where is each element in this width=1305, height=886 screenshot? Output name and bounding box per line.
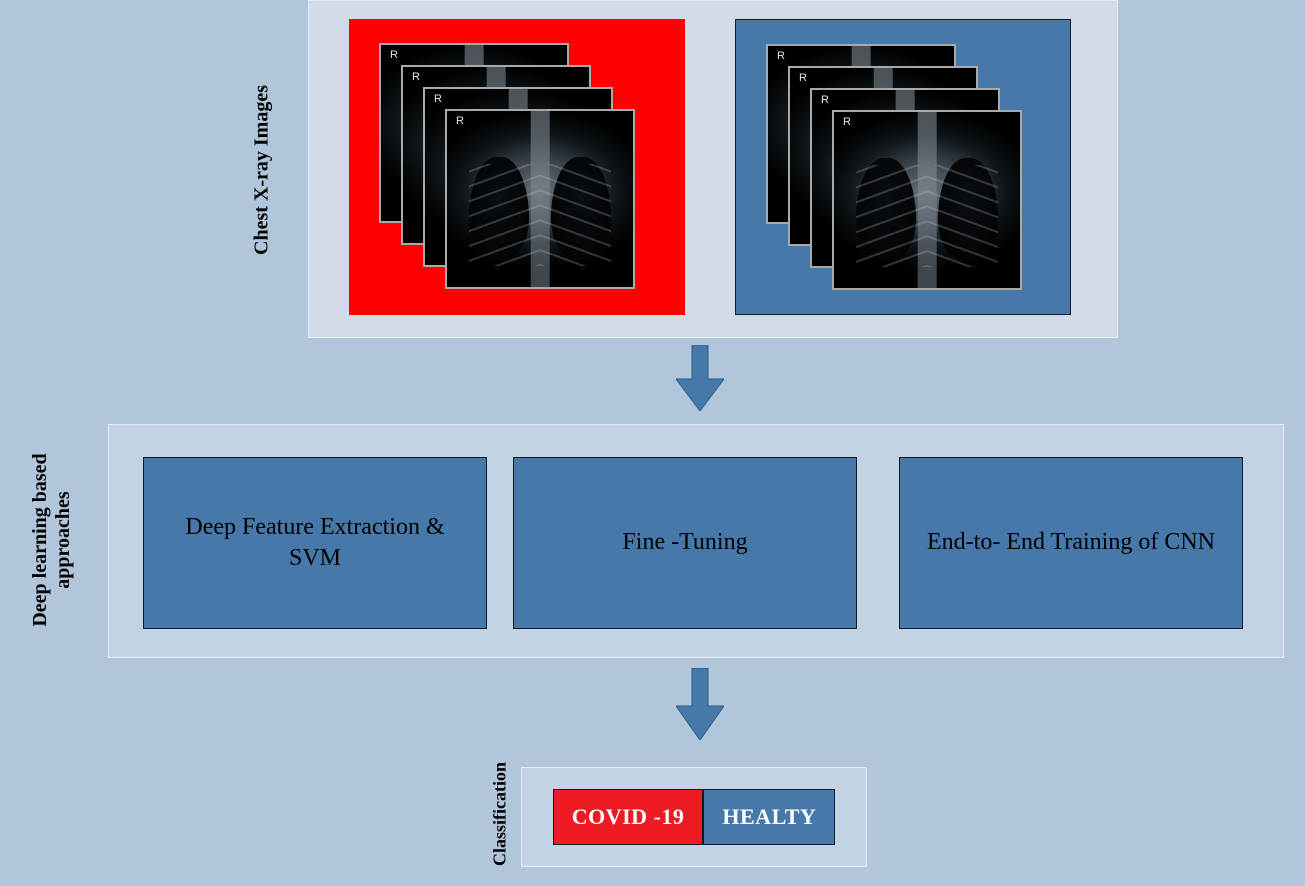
panel-deep-learning-approaches: Deep Feature Extraction & SVM Fine -Tuni… <box>108 424 1284 658</box>
class-box-healty-label: HEALTY <box>722 804 816 830</box>
approach-deep-feature-svm-label: Deep Feature Extraction & SVM <box>162 512 468 574</box>
xray-side-marker: R <box>796 72 810 84</box>
label-deep-learning-text: Deep learning basedapproaches <box>29 453 75 626</box>
approach-deep-feature-svm: Deep Feature Extraction & SVM <box>143 457 487 629</box>
xray-side-marker: R <box>431 93 445 105</box>
class-box-healty: HEALTY <box>703 789 835 845</box>
arrow-top-to-mid <box>676 345 724 411</box>
xray-image: R <box>445 109 635 289</box>
xray-group-covid: RRRR <box>349 19 685 315</box>
approach-fine-tuning-label: Fine -Tuning <box>622 527 747 558</box>
xray-side-marker: R <box>774 50 788 62</box>
xray-side-marker: R <box>453 115 467 127</box>
xray-side-marker: R <box>818 94 832 106</box>
class-box-covid: COVID -19 <box>553 789 704 845</box>
approach-fine-tuning: Fine -Tuning <box>513 457 857 629</box>
xray-side-marker: R <box>840 116 854 128</box>
xray-image: R <box>832 110 1022 290</box>
class-box-covid-label: COVID -19 <box>572 804 685 830</box>
panel-chest-xray-images: RRRR RRRR <box>308 0 1118 338</box>
label-chest-xray-text: Chest X-ray Images <box>251 85 274 255</box>
xray-side-marker: R <box>409 71 423 83</box>
panel-classification: COVID -19 HEALTY <box>521 767 867 867</box>
label-classification-text: Classification <box>490 762 511 866</box>
arrow-mid-to-bottom <box>676 668 724 740</box>
xray-side-marker: R <box>387 49 401 61</box>
approach-end-to-end-cnn-label: End-to- End Training of CNN <box>927 527 1215 558</box>
xray-group-healthy: RRRR <box>735 19 1071 315</box>
approach-end-to-end-cnn: End-to- End Training of CNN <box>899 457 1243 629</box>
